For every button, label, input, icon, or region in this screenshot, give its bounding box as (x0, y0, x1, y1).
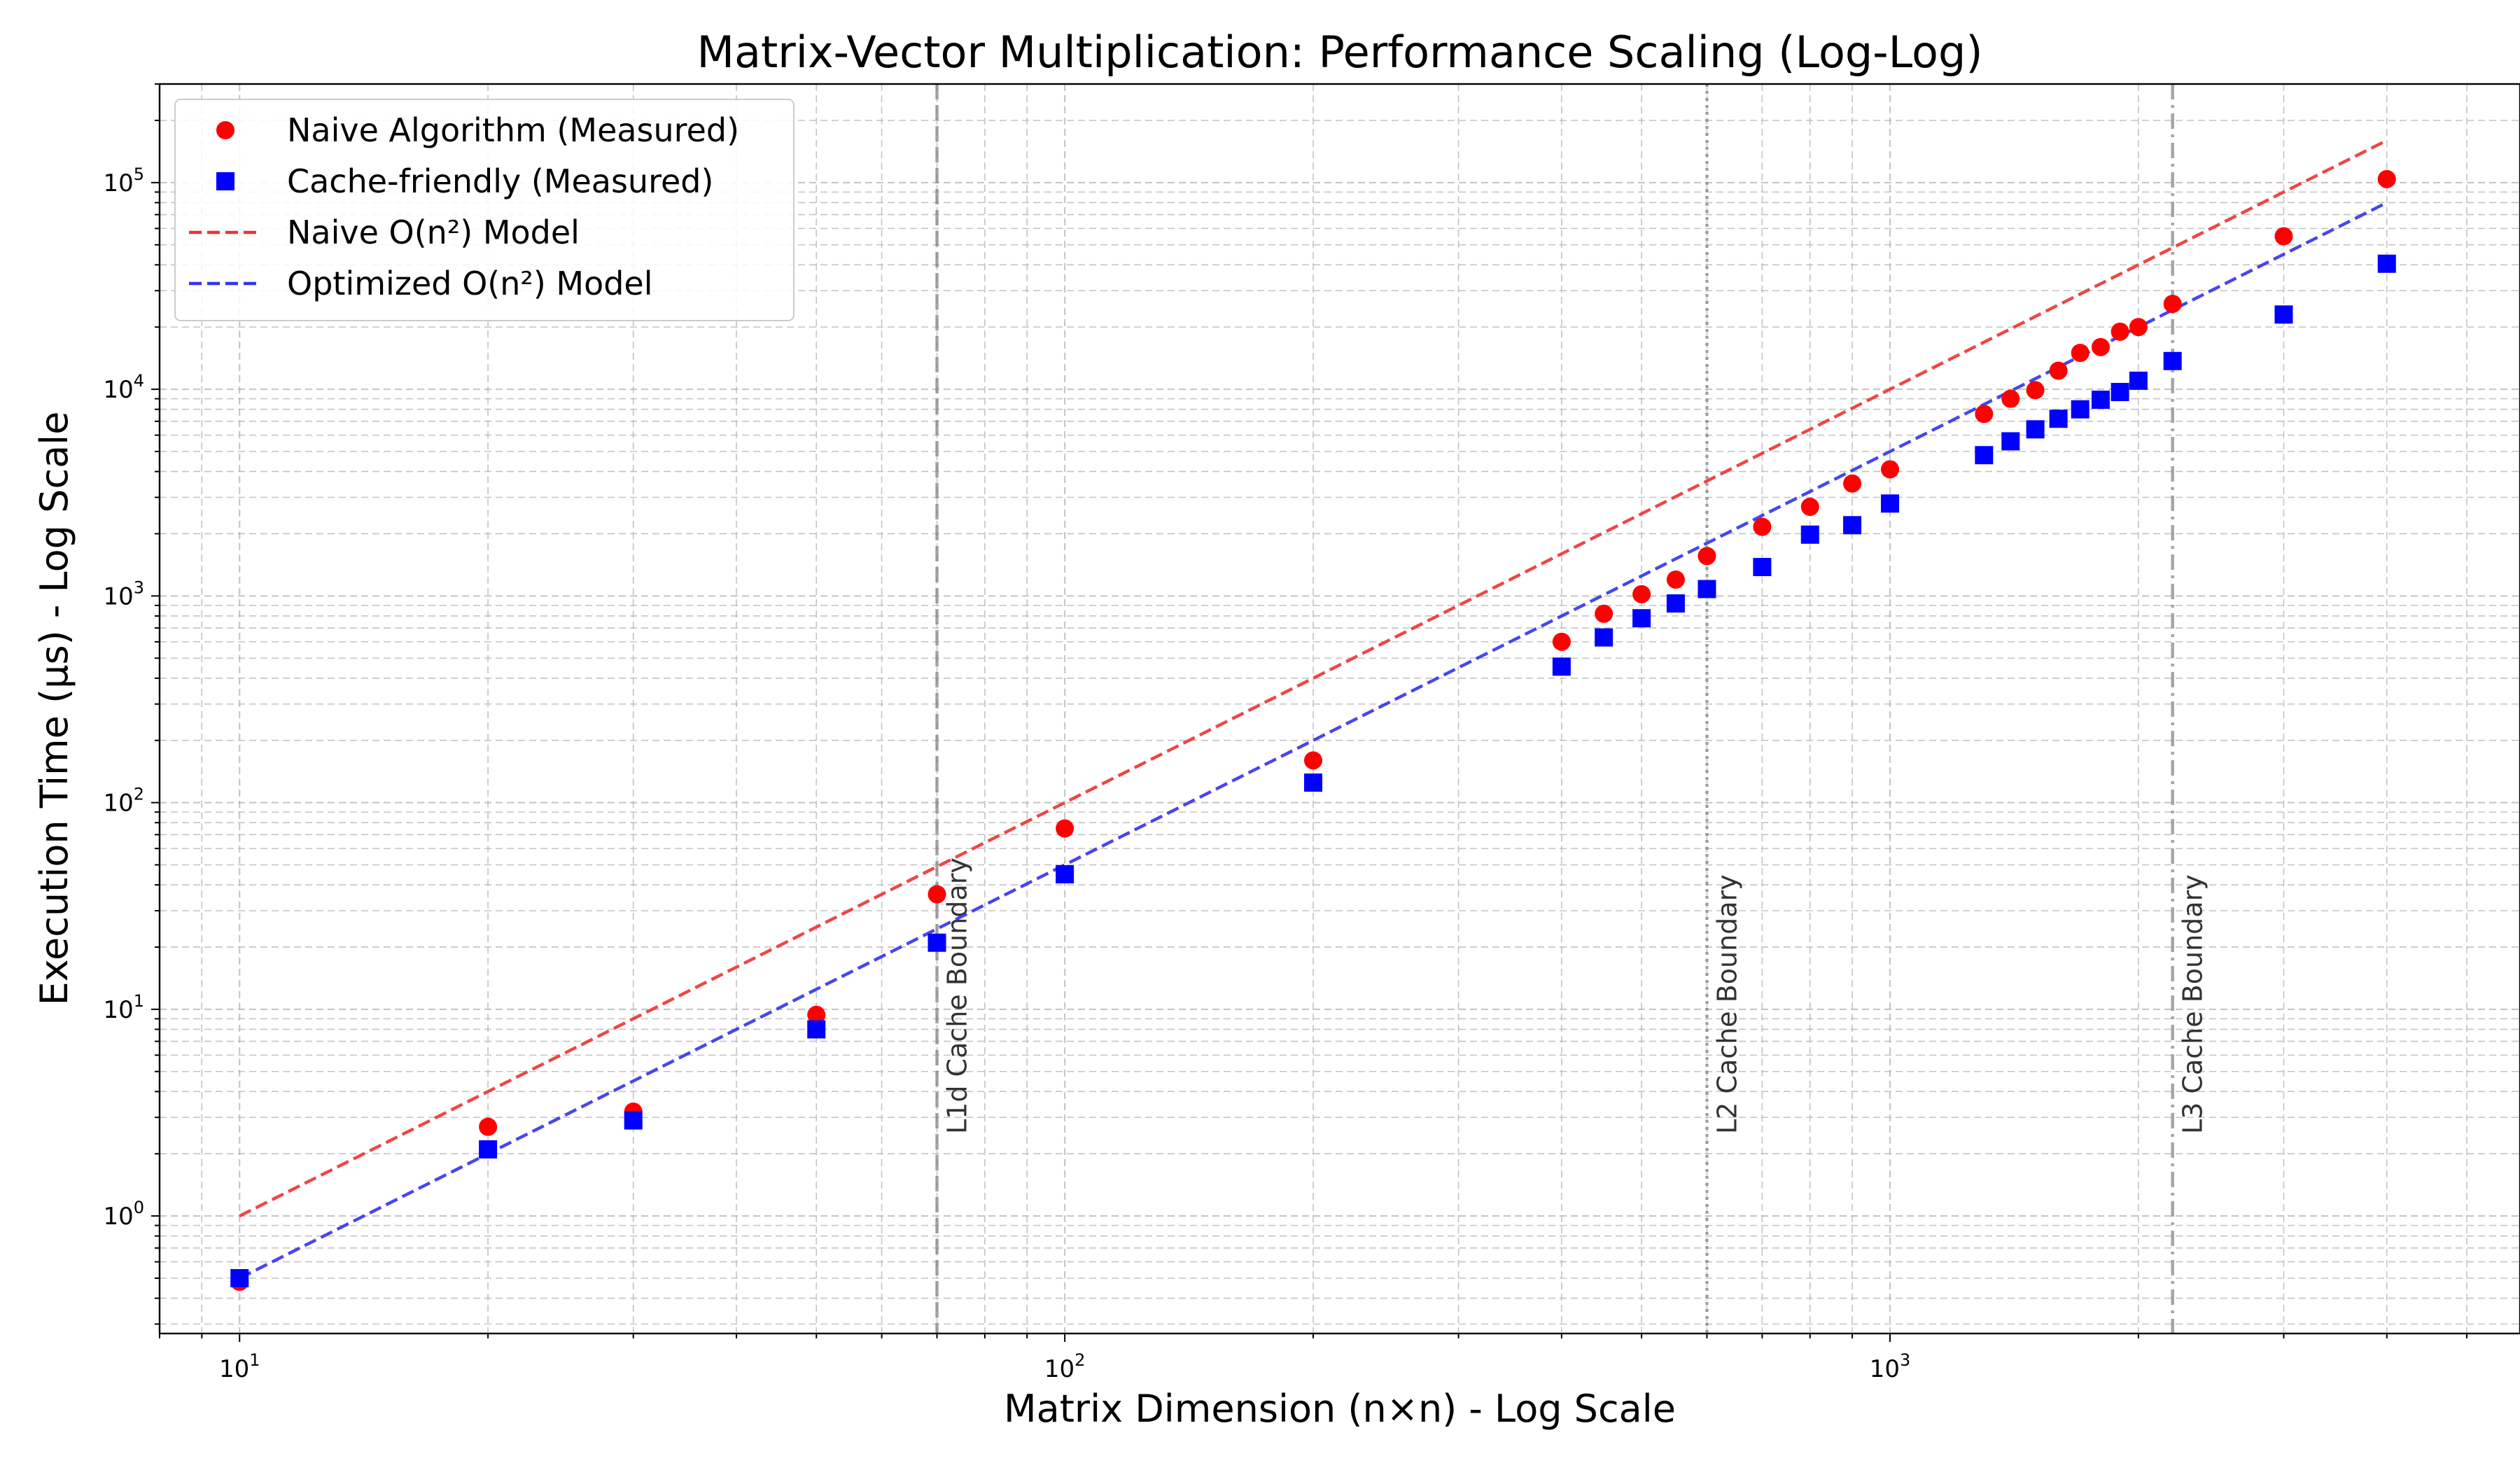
cache-friendly-point (2091, 391, 2110, 410)
cache-friendly-point (2001, 432, 2020, 451)
cache-friendly-point (927, 933, 946, 952)
naive-point (2129, 318, 2148, 337)
naive-point (1843, 474, 1862, 493)
x-axis-label: Matrix Dimension (n×n) - Log Scale (1004, 1387, 1676, 1431)
x-tick-label: 101 (219, 1350, 260, 1383)
cache-friendly-point (230, 1268, 249, 1287)
cache-friendly-point (479, 1140, 498, 1158)
y-tick-label: 100 (103, 1198, 144, 1231)
legend-label: Cache-friendly (Measured) (287, 162, 713, 200)
naive-point (1881, 460, 1900, 479)
cache-friendly-point (1552, 657, 1571, 676)
naive-point (1552, 632, 1571, 651)
plot-frame (158, 83, 2520, 1335)
cache-friendly-point (1975, 446, 1994, 465)
x-tick-label: 102 (1044, 1350, 1086, 1383)
cache-friendly-point (1666, 594, 1685, 613)
cache-friendly-point (1800, 525, 1819, 544)
y-axis-label: Execution Time (μs) - Log Scale (32, 412, 76, 1006)
legend-label: Naive Algorithm (Measured) (287, 111, 739, 149)
cache-friendly-point (2071, 400, 2090, 419)
naive-point (2001, 389, 2020, 408)
naive-point (1753, 517, 1772, 536)
chart-title: Matrix-Vector Multiplication: Performanc… (696, 27, 1982, 78)
cache-friendly-point (1056, 865, 1074, 884)
naive-point (1056, 819, 1074, 838)
cache-friendly-point (2049, 410, 2068, 428)
cache-friendly-point (1304, 774, 1323, 792)
cache-friendly-point (2026, 420, 2045, 439)
cache-boundary-label: L2 Cache Boundary (1712, 874, 1742, 1134)
cache-boundaries: L1d Cache Boundary L2 Cache Boundary L3 Ca… (935, 84, 2208, 1334)
y-tick-label: 102 (103, 785, 144, 818)
naive-point (2110, 322, 2129, 341)
y-tick-label: 105 (103, 164, 144, 197)
naive-point (2274, 227, 2293, 246)
grid (159, 83, 2520, 1334)
legend-label: Naive O(n²) Model (287, 214, 580, 251)
naive-point (2091, 337, 2110, 356)
naive-point (479, 1117, 498, 1136)
naive-point (927, 885, 946, 904)
cache-friendly-point (2129, 371, 2148, 390)
naive-point (2163, 295, 2182, 314)
naive-point (1304, 751, 1323, 770)
naive-point (1632, 584, 1651, 603)
cache-friendly-point (807, 1020, 826, 1039)
cache-friendly-point (1698, 580, 1716, 598)
naive-point (1698, 547, 1716, 566)
y-tick-label: 104 (103, 371, 144, 404)
naive-point (2049, 361, 2068, 380)
naive-point (807, 1005, 826, 1024)
cache-friendly-point (1843, 516, 1862, 535)
cache-friendly-point (1632, 609, 1651, 628)
cache-friendly-point (2163, 351, 2182, 370)
y-tick-label: 101 (103, 991, 144, 1024)
cache-friendly-point (1753, 558, 1772, 577)
legend: Naive Algorithm (Measured) Cache-friendly… (174, 99, 794, 321)
legend-label: Optimized O(n²) Model (287, 265, 653, 302)
cache-friendly-point (2377, 254, 2396, 273)
cache-friendly-point (624, 1111, 643, 1130)
axis-ticks: 101 102 103 100 101 102 103 104 105 (103, 83, 2468, 1383)
plot-series (230, 139, 2396, 1292)
cache-friendly-point (2110, 383, 2129, 402)
naive-point (1800, 498, 1819, 517)
naive-point (1595, 604, 1614, 623)
cache-friendly-point (1595, 628, 1614, 647)
x-tick-label: 103 (1870, 1350, 1911, 1383)
naive-point (1666, 570, 1685, 589)
naive-point (1975, 405, 1994, 424)
naive-point (2071, 344, 2090, 363)
legend-box (174, 99, 794, 321)
cache-friendly-point (2274, 305, 2293, 324)
naive-point (2026, 381, 2045, 400)
cache-friendly-point (1881, 494, 1900, 513)
cache-boundary-label: L3 Cache Boundary (2178, 874, 2208, 1134)
y-tick-label: 103 (103, 578, 144, 610)
legend-marker (216, 121, 234, 139)
cache-boundary-label: L1d Cache Boundary (942, 858, 973, 1134)
legend-marker (216, 172, 234, 190)
naive-point (2377, 169, 2396, 188)
